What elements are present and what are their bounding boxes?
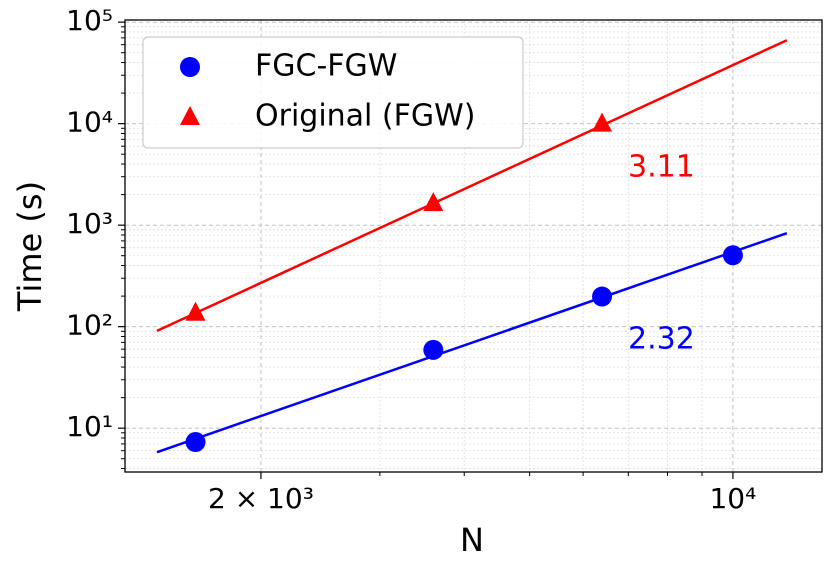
fit-line — [156, 39, 788, 332]
data-point — [592, 112, 613, 132]
legend-label: Original (FGW) — [255, 99, 476, 134]
y-tick-label: 10⁴ — [66, 106, 113, 139]
y-tick-label: 10⁵ — [66, 4, 113, 37]
y-axis-label: Time (s) — [11, 181, 49, 312]
y-tick-label: 10³ — [66, 207, 113, 240]
y-tick-label: 10¹ — [66, 410, 113, 443]
data-point — [423, 339, 444, 360]
data-point — [185, 301, 206, 321]
legend-marker — [180, 106, 200, 125]
slope-annotation: 3.11 — [628, 150, 695, 185]
fit-line — [156, 231, 788, 454]
data-point — [722, 245, 743, 266]
data-point — [592, 286, 613, 307]
y-tick-label: 10² — [66, 309, 113, 342]
x-tick-label: 10⁴ — [709, 482, 756, 515]
data-point — [185, 432, 206, 453]
plot-frame — [124, 19, 823, 473]
legend-marker — [180, 57, 200, 77]
x-tick-label: 2 × 10³ — [208, 482, 314, 515]
legend-label: FGC-FGW — [255, 49, 397, 84]
slope-annotation: 2.32 — [628, 322, 695, 357]
legend-box — [142, 36, 524, 149]
data-point — [423, 192, 444, 212]
x-axis-label: N — [460, 521, 484, 559]
